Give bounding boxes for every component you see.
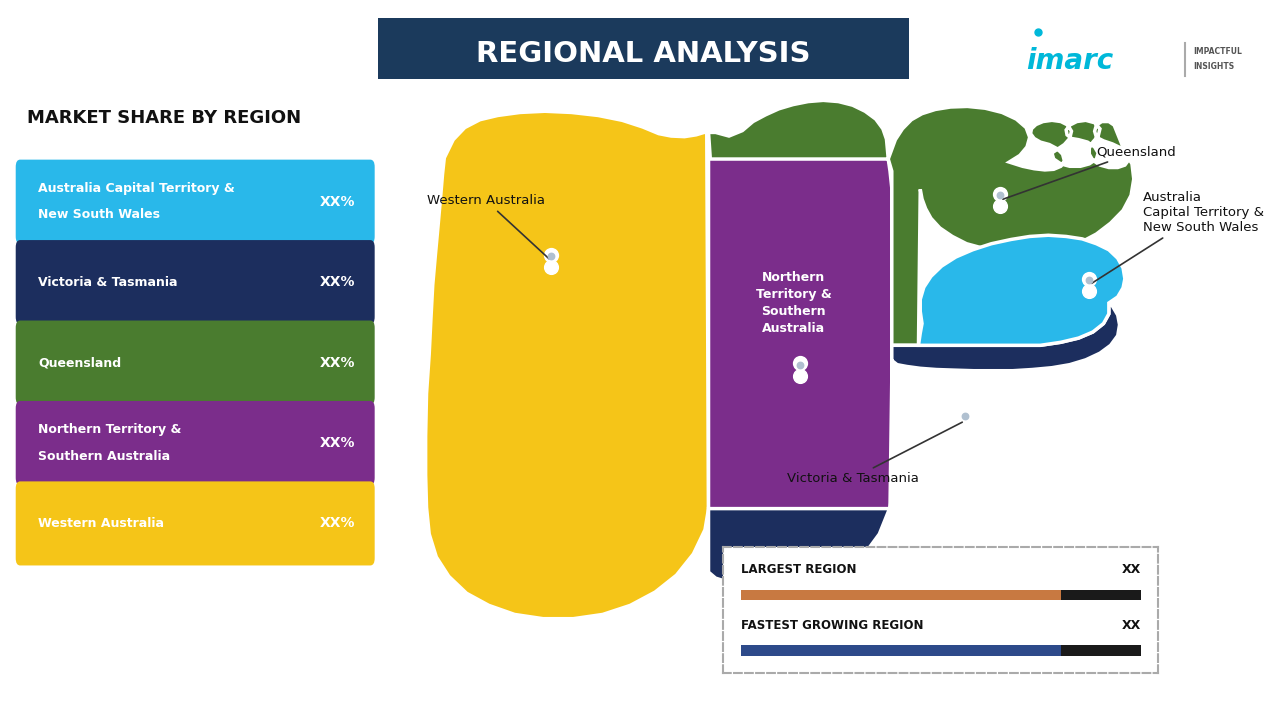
Text: XX%: XX%	[320, 356, 356, 369]
Text: LARGEST REGION: LARGEST REGION	[741, 563, 856, 577]
Bar	[1061, 645, 1140, 655]
Text: XX%: XX%	[320, 194, 356, 209]
Bar	[1061, 590, 1140, 600]
Text: Northern Territory &: Northern Territory &	[38, 423, 182, 436]
Polygon shape	[426, 112, 709, 618]
Text: XX%: XX%	[320, 436, 356, 450]
Text: FASTEST GROWING REGION: FASTEST GROWING REGION	[741, 618, 923, 632]
Text: Australia Capital Territory &: Australia Capital Territory &	[38, 182, 236, 195]
Polygon shape	[988, 552, 1041, 608]
FancyBboxPatch shape	[15, 240, 375, 324]
FancyBboxPatch shape	[15, 482, 375, 565]
Text: Queensland: Queensland	[1004, 145, 1176, 199]
Text: REGIONAL ANALYSIS: REGIONAL ANALYSIS	[476, 40, 810, 68]
Text: Victoria & Tasmania: Victoria & Tasmania	[38, 276, 178, 289]
Polygon shape	[709, 100, 892, 588]
Text: IMPACTFUL: IMPACTFUL	[1193, 48, 1243, 56]
Text: Northern
Territory &
Southern
Australia: Northern Territory & Southern Australia	[756, 271, 832, 335]
Text: Southern Australia: Southern Australia	[38, 450, 170, 463]
Text: XX: XX	[1121, 618, 1140, 632]
Text: Victoria & Tasmania: Victoria & Tasmania	[787, 422, 963, 485]
Text: Western Australia: Western Australia	[426, 194, 549, 258]
Text: Australia
Capital Territory &
New South Wales: Australia Capital Territory & New South …	[1092, 191, 1263, 284]
Text: XX: XX	[1121, 563, 1140, 577]
Text: XX%: XX%	[320, 275, 356, 289]
Text: New South Wales: New South Wales	[38, 209, 160, 222]
Text: XX%: XX%	[320, 516, 356, 531]
FancyBboxPatch shape	[15, 401, 375, 485]
Text: MARKET SHARE BY REGION: MARKET SHARE BY REGION	[27, 109, 302, 127]
Bar	[741, 645, 1061, 655]
Polygon shape	[709, 100, 1134, 346]
Polygon shape	[709, 303, 1120, 588]
FancyBboxPatch shape	[15, 320, 375, 405]
Text: Queensland: Queensland	[38, 356, 122, 369]
Text: imarc: imarc	[1025, 48, 1114, 75]
Text: Western Australia: Western Australia	[38, 517, 164, 530]
Bar	[741, 590, 1061, 600]
FancyBboxPatch shape	[15, 160, 375, 243]
Polygon shape	[919, 235, 1125, 346]
Text: INSIGHTS: INSIGHTS	[1193, 62, 1235, 71]
